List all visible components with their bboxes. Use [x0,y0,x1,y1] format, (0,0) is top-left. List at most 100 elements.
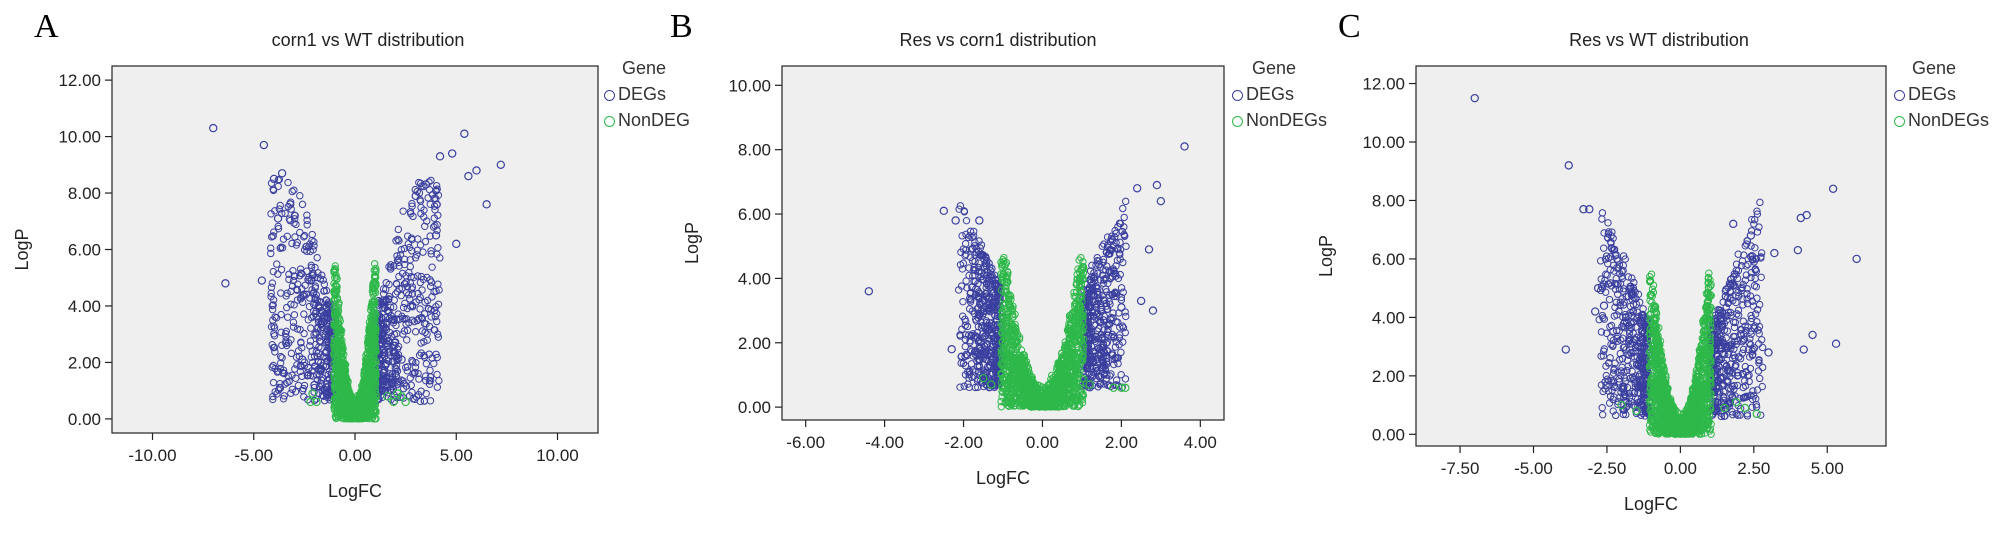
cloud-point [370,309,378,317]
cloud-point [1054,403,1062,411]
cloud-point [402,315,411,323]
cloud-point [388,373,397,382]
cloud-point [298,200,307,209]
cloud-point [372,372,380,381]
cloud-point [369,318,378,326]
cloud-point [309,269,317,278]
cloud-point [1073,374,1082,383]
cloud-point [993,370,1001,379]
y-tick-label: 2.00 [1372,367,1405,386]
cloud-point [430,202,439,210]
cloud-point [418,315,427,323]
cloud-point [1094,297,1103,305]
cloud-point [1103,338,1112,346]
cloud-point [314,357,322,365]
cloud-point [385,295,393,304]
cloud-point [1087,291,1095,299]
cloud-point [418,286,426,294]
cloud-point [287,389,295,397]
deg-point [496,160,505,170]
cloud-point [393,380,402,389]
cloud-point [371,377,380,385]
cloud-point [1108,330,1117,339]
cloud-point [394,310,402,318]
cloud-point [992,279,1000,287]
cloud-point [318,271,326,279]
cloud-point [957,352,966,360]
cloud-point [420,397,429,405]
panel-b: B Res vs corn1 distribution Gene DEGs No… [670,0,1338,542]
cloud-point [399,377,407,385]
cloud-point [411,395,419,403]
cloud-point [1118,322,1127,330]
y-tick-label: 4.00 [1372,308,1405,327]
cloud-point [380,303,389,312]
cloud-point [1106,300,1114,308]
cloud-point [978,276,987,284]
cloud-point [426,232,434,240]
cloud-point [1075,401,1084,409]
cloud-point [1732,410,1740,418]
cloud-point [1008,364,1017,373]
legend-label: DEGs [1246,84,1295,104]
cloud-point [1117,296,1126,304]
cloud-point [296,192,304,200]
cloud-point [299,291,307,299]
legend-marker-icon [1232,115,1243,127]
cloud-point [1064,323,1073,332]
cloud-point [1039,402,1048,411]
cloud-point [1101,366,1110,374]
cloud-point [427,305,435,314]
cloud-point [1055,401,1064,410]
cloud-point [987,281,995,289]
panel-letter: C [1338,8,1361,45]
cloud-point [385,280,393,289]
cloud-point [1111,343,1120,351]
cloud-point [1079,348,1087,356]
cloud-point [337,347,345,356]
cloud-point [986,345,994,354]
cloud-point [1029,401,1037,409]
legend-label: DEGs [618,84,667,104]
cloud-point [962,277,970,285]
cloud-point [1065,384,1073,392]
cloud-point [997,370,1006,378]
cloud-point [1110,292,1118,301]
cloud-point [974,336,983,345]
cloud-point [998,322,1007,330]
cloud-point [307,313,316,322]
cloud-point [313,352,321,360]
cloud-point [1049,383,1058,391]
nondeg-point [312,397,321,407]
nondeg-point [383,392,392,401]
cloud-point [423,296,432,305]
cloud-point [1099,340,1107,348]
cloud-point [1001,376,1009,384]
cloud-point [332,399,340,407]
deg-point [298,355,307,364]
cloud-point [1013,333,1021,341]
deg-point [947,345,956,354]
cloud-point [966,232,974,240]
cloud-point [1110,289,1119,298]
y-tick-label: 12.00 [58,71,101,90]
volcano-cloud [1595,198,1767,438]
cloud-point [985,303,993,312]
nondeg-point [308,389,317,398]
cloud-point [965,383,973,392]
cloud-point [956,331,964,339]
cloud-point [1061,350,1069,358]
cloud-point [967,295,975,303]
cloud-point [334,408,342,417]
cloud-point [304,276,312,284]
cloud-point [406,262,414,271]
cloud-point [389,357,397,365]
cloud-point [1088,261,1096,270]
cloud-point [1068,331,1076,339]
cloud-point [1748,314,1756,323]
cloud-point [276,380,284,388]
deg-point [431,231,441,240]
cloud-point [408,290,417,298]
cloud-point [1077,320,1085,328]
